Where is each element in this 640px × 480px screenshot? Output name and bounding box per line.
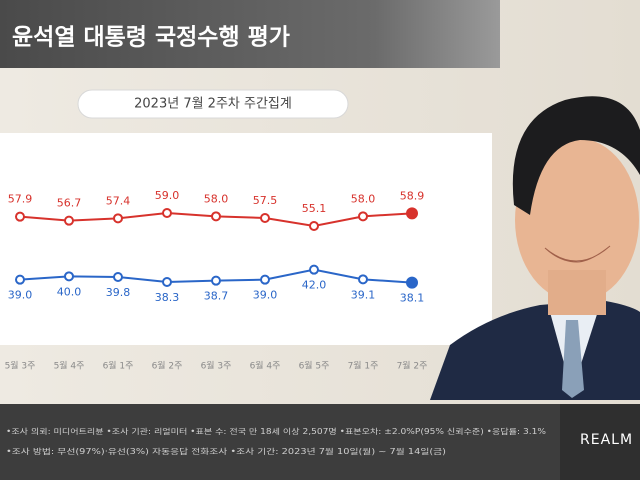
data-point (15, 274, 25, 285)
portrait (430, 96, 640, 400)
data-point (211, 275, 221, 286)
data-point (64, 271, 74, 282)
brand: REALM (580, 432, 633, 448)
value-label: 57.5 (253, 194, 278, 207)
subtitle-pill (77, 89, 349, 119)
x-tick-label: 6월 1주 (103, 360, 134, 372)
value-label: 57.4 (106, 194, 131, 207)
data-point (15, 211, 25, 222)
plot-panel (0, 133, 492, 345)
value-label: 58.0 (351, 192, 376, 205)
value-label: 38.7 (204, 290, 229, 303)
value-label: 38.3 (155, 291, 180, 304)
data-point (406, 207, 418, 220)
footer-line: •조사 의뢰: 미디어트리뷴 •조사 기관: 리얼미터 •표본 수: 전국 만 … (6, 426, 546, 436)
value-label: 58.0 (204, 192, 229, 205)
footer-band (0, 404, 560, 480)
data-point (260, 213, 270, 223)
x-tick-label: 5월 4주 (54, 360, 85, 372)
x-tick-label: 6월 5주 (299, 360, 330, 372)
data-point (406, 276, 418, 289)
x-tick-label: 7월 2주 (397, 360, 428, 372)
x-tick-label: 6월 4주 (250, 360, 281, 372)
data-point (358, 274, 368, 285)
data-point (260, 274, 270, 285)
data-point (162, 277, 172, 287)
value-label: 39.0 (8, 289, 33, 302)
data-point (358, 211, 368, 222)
data-point (64, 215, 74, 226)
data-point (162, 208, 172, 218)
x-tick-label: 6월 2주 (152, 360, 183, 372)
x-tick-label: 7월 1주 (348, 360, 379, 372)
footer-line: •조사 방법: 무선(97%)·유선(3%) 자동응답 전화조사 •조사 기간:… (6, 446, 446, 456)
value-label: 42.0 (302, 279, 327, 292)
data-point (309, 264, 319, 275)
value-label: 59.0 (155, 189, 180, 202)
chart-subtitle: 2023년 7월 2주차 주간집계 (134, 97, 292, 112)
value-label: 55.1 (302, 202, 327, 215)
value-label: 40.0 (57, 285, 82, 298)
data-point (211, 211, 221, 222)
title-band (0, 0, 500, 68)
data-point (113, 213, 123, 224)
value-label: 57.9 (8, 193, 33, 206)
value-label: 38.1 (400, 292, 425, 305)
value-label: 58.9 (400, 189, 425, 202)
chart-title: 윤석열 대통령 국정수행 평가 (12, 25, 290, 51)
value-label: 39.0 (253, 289, 278, 302)
value-label: 39.1 (351, 288, 376, 301)
data-point (309, 221, 319, 231)
x-tick-label: 5월 3주 (5, 360, 36, 372)
x-tick-label: 6월 3주 (201, 360, 232, 372)
value-label: 56.7 (57, 197, 82, 210)
value-label: 39.8 (106, 286, 131, 299)
data-point (113, 272, 123, 282)
brand-band (560, 404, 640, 480)
